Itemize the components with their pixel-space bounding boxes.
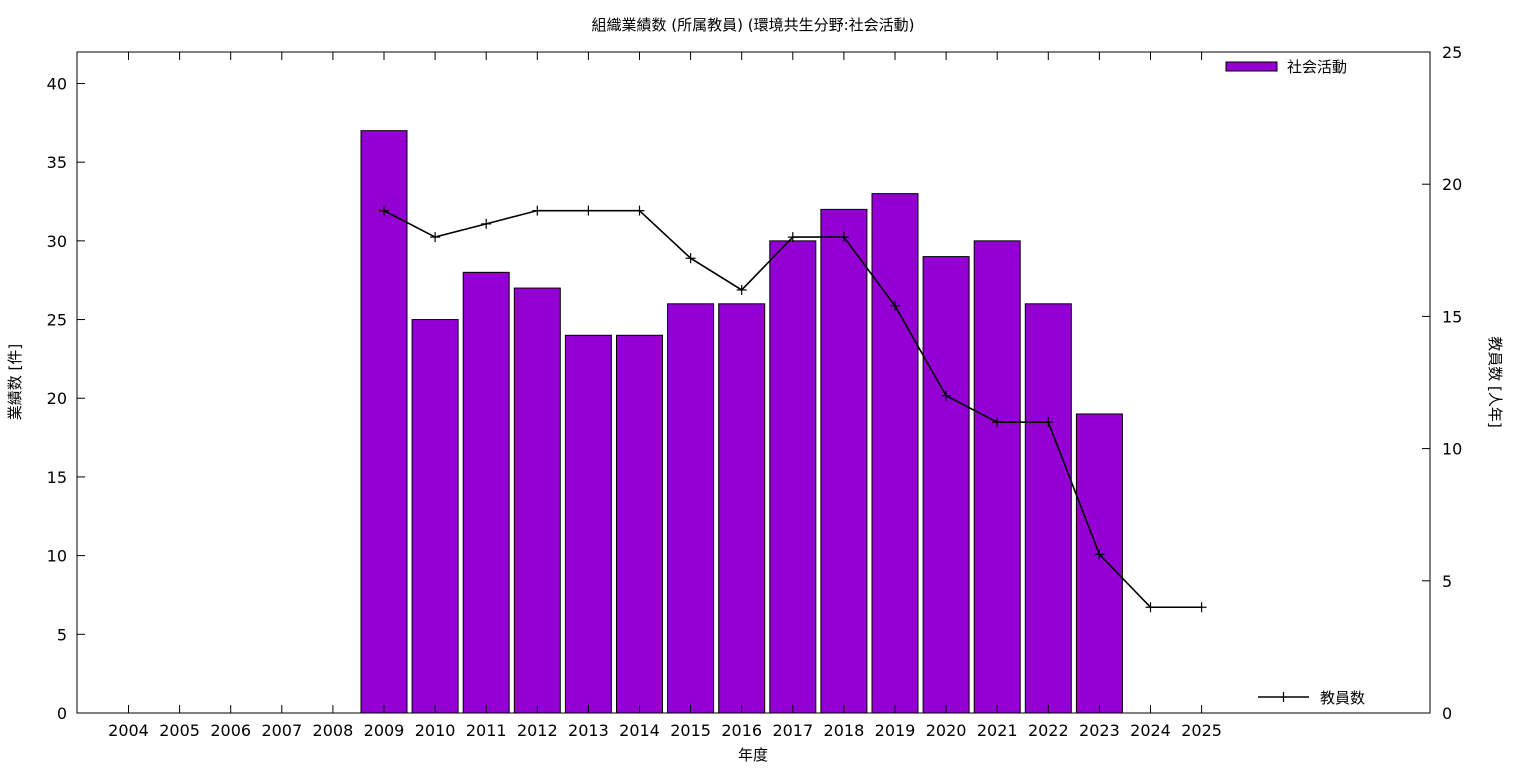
y2tick-label: 5	[1442, 572, 1452, 591]
xtick-label: 2019	[875, 721, 916, 740]
point-2024	[1145, 602, 1156, 613]
ytick-label: 5	[57, 625, 67, 644]
ytick-label: 20	[47, 389, 67, 408]
y2tick-label: 0	[1442, 704, 1452, 723]
xtick-label: 2018	[824, 721, 865, 740]
point-2017	[787, 232, 798, 243]
legend-bar-label: 社会活動	[1287, 58, 1347, 76]
point-2014	[634, 205, 645, 216]
point-2012	[532, 205, 543, 216]
bar-2017	[769, 240, 817, 714]
bar-2013	[564, 334, 612, 714]
bar-2019	[871, 193, 919, 714]
xtick-label: 2021	[977, 721, 1018, 740]
bar-2012	[513, 287, 561, 714]
xtick-label: 2010	[415, 721, 456, 740]
point-2009	[379, 205, 389, 216]
point-2021	[992, 417, 1003, 428]
ytick-label: 15	[47, 468, 67, 487]
bar-2020	[922, 256, 970, 714]
bar-2023	[1075, 413, 1123, 714]
bar-2018	[820, 208, 868, 714]
xtick-label: 2022	[1028, 721, 1069, 740]
legend-line: 教員数	[1258, 689, 1365, 707]
y-axis-left: 0 5 10 15 20 25 30 35 40	[47, 74, 85, 723]
line-layer	[379, 205, 1207, 613]
xtick-label: 2009	[364, 721, 405, 740]
y2tick-label: 20	[1442, 175, 1462, 194]
xtick-label: 2006	[210, 721, 251, 740]
ytick-label: 30	[47, 232, 67, 251]
xtick-label: 2007	[261, 721, 302, 740]
bar-2014	[616, 334, 663, 714]
legend-line-label: 教員数	[1320, 689, 1365, 707]
y-axis-label: 業績数 [件]	[6, 344, 24, 420]
xtick-label: 2005	[159, 721, 200, 740]
point-2010	[430, 232, 441, 243]
point-2023	[1094, 549, 1105, 560]
bar-2016	[718, 303, 766, 714]
xtick-label: 2016	[721, 721, 762, 740]
xtick-label: 2020	[926, 721, 967, 740]
y2tick-label: 25	[1442, 43, 1462, 62]
xtick-label: 2017	[772, 721, 813, 740]
xtick-label: 2004	[108, 721, 149, 740]
y2tick-label: 15	[1442, 307, 1462, 326]
point-2025	[1196, 602, 1207, 613]
xtick-label: 2023	[1079, 721, 1120, 740]
point-2011	[481, 218, 492, 229]
legend-bar: 社会活動	[1225, 58, 1347, 76]
ytick-label: 0	[57, 704, 67, 723]
legend-bar-swatch	[1225, 61, 1278, 72]
bar-2022	[1024, 303, 1072, 714]
y-axis-right: 0 5 10 15 20 25	[1422, 43, 1462, 723]
xtick-label: 2012	[517, 721, 558, 740]
point-2015	[685, 253, 696, 264]
xtick-label: 2008	[313, 721, 354, 740]
xtick-label: 2014	[619, 721, 660, 740]
bars-layer	[360, 130, 1123, 714]
point-2022	[1043, 417, 1054, 428]
ytick-label: 25	[47, 311, 67, 330]
point-2018	[838, 232, 849, 243]
bar-2010	[411, 319, 459, 714]
y2-axis-label: 教員数 [人年]	[1486, 336, 1504, 427]
point-2016	[736, 284, 747, 295]
x-axis: 2004 2005 2006 2007 2008 2009 2010 2011 2012 2013…	[108, 52, 1222, 740]
y2tick-label: 10	[1442, 440, 1462, 459]
point-2020	[941, 390, 952, 401]
bar-2009	[360, 130, 408, 714]
chart-title: 組織業績数 (所属教員) (環境共生分野:社会活動)	[591, 16, 914, 34]
ytick-label: 40	[47, 74, 67, 93]
ytick-label: 10	[47, 547, 67, 566]
point-2013	[583, 205, 594, 216]
bar-2015	[667, 303, 715, 714]
xtick-label: 2013	[568, 721, 609, 740]
xtick-label: 2025	[1181, 721, 1222, 740]
xtick-label: 2011	[466, 721, 507, 740]
point-2019	[890, 300, 900, 311]
bar-2011	[462, 271, 510, 714]
bar-2021	[973, 240, 1021, 714]
ytick-label: 35	[47, 153, 67, 172]
xtick-label: 2015	[670, 721, 711, 740]
x-axis-label: 年度	[738, 746, 768, 764]
xtick-label: 2024	[1130, 721, 1171, 740]
